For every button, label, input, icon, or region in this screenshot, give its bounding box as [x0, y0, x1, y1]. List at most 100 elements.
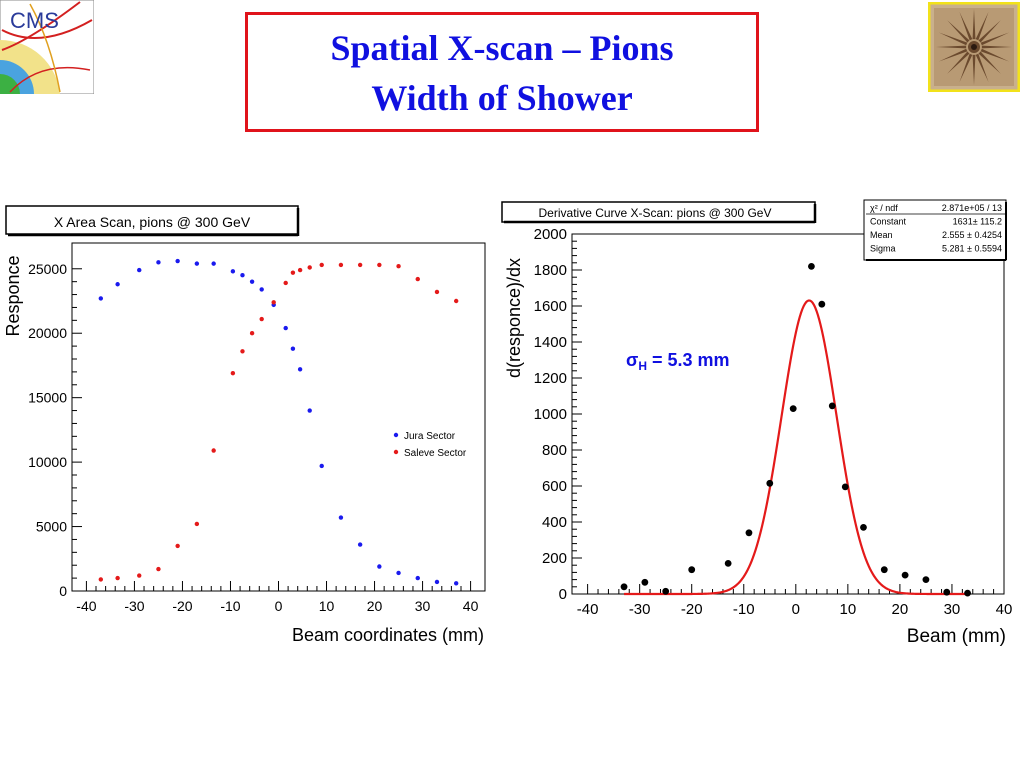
left-series0-point — [338, 515, 344, 520]
left-series1-point — [98, 577, 104, 582]
right-series0-point — [724, 560, 732, 567]
right-series0-point — [745, 529, 753, 537]
star-ray — [981, 45, 1012, 49]
cms-logo-text: CMS — [10, 8, 59, 33]
right-x-tick-label: -20 — [681, 601, 703, 618]
star-ray — [975, 53, 989, 83]
left-y-tick-label: 5000 — [36, 519, 67, 535]
star-ray — [959, 11, 973, 41]
left-series0-point — [115, 282, 120, 287]
fit-stat-label: Constant — [870, 217, 907, 227]
left-y-axis-label: Responce — [3, 255, 23, 336]
left-y-tick-label: 0 — [59, 583, 67, 599]
legend-label-jura: Jura Sector — [404, 431, 456, 442]
left-series1-point — [290, 270, 296, 275]
left-series1-point — [415, 276, 420, 282]
left-series1-point — [175, 543, 180, 549]
left-series0-point — [175, 258, 180, 264]
left-series1-point — [283, 280, 288, 286]
left-series0-point — [156, 260, 161, 265]
right-x-tick-label: 40 — [996, 601, 1013, 618]
legend-marker-saleve — [393, 449, 399, 455]
left-series0-point — [396, 570, 401, 576]
right-series0-point — [808, 263, 815, 270]
left-series1-point — [240, 349, 245, 354]
fit-stat-value: 1631± 115.2 — [953, 217, 1002, 227]
left-series1-point — [249, 331, 255, 336]
star-ray — [938, 48, 968, 62]
left-series1-point — [115, 575, 120, 581]
left-series1-point — [453, 298, 459, 304]
star-ray — [978, 20, 1001, 43]
right-series0-point — [789, 405, 797, 412]
left-series0-point — [230, 269, 236, 274]
left-series0-point — [240, 273, 245, 278]
legend-marker-jura — [393, 432, 399, 438]
left-x-tick-label: -20 — [172, 598, 192, 614]
right-chart: Derivative Curve X-Scan: pions @ 300 GeV… — [501, 199, 1013, 647]
star-ray — [959, 53, 973, 83]
star-ray — [972, 9, 976, 40]
right-series0-point — [880, 566, 888, 574]
right-x-axis-label: Beam (mm) — [907, 626, 1006, 647]
left-series1-point — [307, 265, 312, 270]
left-series1-point — [297, 267, 303, 273]
left-series1-point — [194, 521, 200, 527]
right-series0-point — [922, 576, 930, 583]
left-series0-point — [453, 581, 459, 586]
right-y-tick-label: 2000 — [534, 226, 567, 243]
left-x-tick-label: 0 — [275, 598, 283, 614]
right-series0-point — [766, 479, 774, 487]
left-y-tick-label: 20000 — [28, 325, 67, 341]
left-series1-point — [230, 370, 236, 376]
right-y-axis-label: d(responce)/dx — [504, 258, 524, 378]
left-series1-point — [137, 573, 142, 578]
right-series0-point — [662, 587, 670, 595]
left-series1-point — [396, 264, 401, 269]
right-y-tick-label: 1400 — [534, 334, 567, 351]
left-series1-point — [156, 566, 161, 572]
right-x-tick-label: -30 — [629, 601, 651, 618]
left-x-tick-label: 20 — [367, 598, 383, 614]
left-series0-point — [357, 542, 363, 547]
right-y-tick-label: 1800 — [534, 262, 567, 279]
left-series1-point — [271, 300, 276, 305]
left-series1-point — [357, 262, 363, 268]
fit-stat-value: 2.871e+05 / 13 — [942, 203, 1002, 213]
right-series0-point — [620, 583, 628, 591]
right-series0-point — [901, 571, 909, 579]
left-x-tick-label: -10 — [220, 598, 240, 614]
left-y-tick-label: 10000 — [28, 454, 67, 470]
right-series0-point — [828, 402, 836, 410]
slide-title-line1: Spatial X-scan – Pions — [330, 28, 674, 68]
fit-stat-label: Sigma — [870, 244, 896, 254]
left-chart: X Area Scan, pions @ 300 GeV -40 -30 -20 -1… — [3, 205, 486, 645]
right-y-tick-label: 200 — [542, 550, 567, 567]
right-y-tick-label: 1000 — [534, 406, 567, 423]
left-x-tick-label: 40 — [463, 598, 479, 614]
left-series0-point — [319, 463, 324, 469]
left-x-tick-label: 10 — [319, 598, 335, 614]
left-series1-point — [338, 262, 344, 268]
slide-title-line2: Width of Shower — [371, 78, 633, 118]
vergina-sun-icon — [928, 2, 1020, 92]
sigma-annotation: σH = 5.3 mm — [626, 350, 730, 373]
left-series0-point — [259, 287, 264, 292]
left-series0-point — [290, 346, 296, 351]
star-ray — [980, 32, 1010, 46]
right-series0-point — [860, 524, 867, 531]
left-series1-point — [434, 289, 440, 295]
fit-stat-value: 5.281 ± 0.5594 — [942, 244, 1002, 254]
left-series0-point — [283, 325, 288, 331]
left-chart-title-box — [5, 205, 299, 235]
star-ray — [972, 54, 976, 85]
left-series0-point — [137, 267, 142, 273]
right-x-tick-label: 20 — [892, 601, 909, 618]
left-x-tick-label: -30 — [124, 598, 144, 614]
right-y-tick-label: 400 — [542, 514, 567, 531]
fit-stat-label: χ² / ndf — [870, 203, 898, 213]
left-series1-point — [377, 262, 382, 268]
right-chart-title: Derivative Curve X-Scan: pions @ 300 GeV — [539, 206, 772, 220]
star-ray — [975, 11, 989, 41]
left-series0-point — [377, 564, 382, 569]
